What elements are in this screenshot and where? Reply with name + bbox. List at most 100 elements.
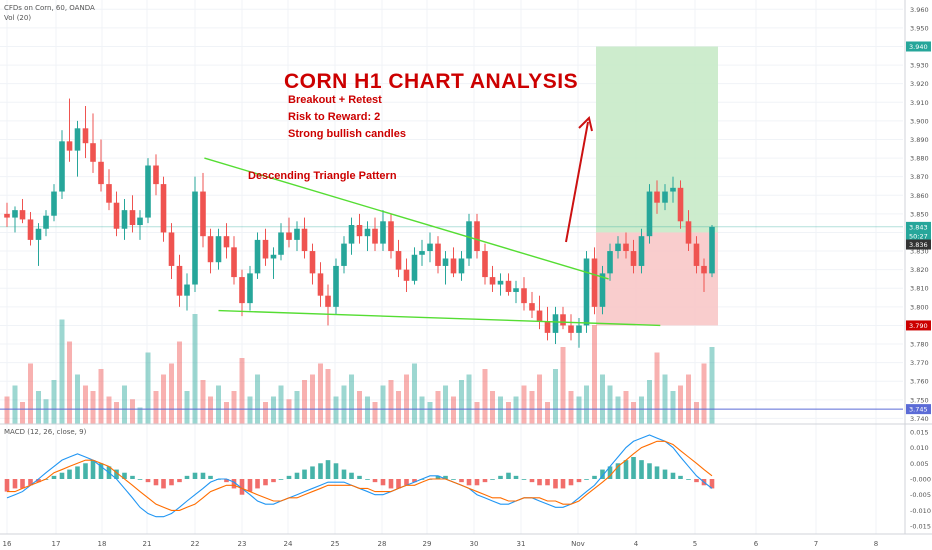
volume-bar — [701, 363, 707, 424]
price-tick-label: 3.960 — [910, 6, 929, 14]
candle-body — [536, 310, 543, 322]
candle-body — [223, 236, 230, 248]
candle-body — [4, 213, 10, 218]
price-tick-label: 3.880 — [910, 155, 929, 163]
time-tick-label: 28 — [378, 540, 387, 548]
macd-hist-bar — [506, 472, 511, 479]
volume-bar — [388, 380, 394, 424]
volume-bar — [75, 374, 80, 424]
candle-body — [591, 258, 598, 307]
volume-bar — [505, 402, 511, 424]
macd-hist-bar — [145, 479, 151, 483]
annotation-bullish-candles: Strong bullish candles — [288, 128, 406, 140]
candle-body — [137, 217, 143, 226]
volume-bar — [59, 319, 65, 424]
macd-hist-bar — [404, 479, 409, 486]
candle-body — [270, 254, 277, 259]
candle-body — [27, 219, 34, 240]
volume-bar — [294, 391, 300, 424]
macd-hist-bar — [553, 479, 558, 489]
time-tick-label: 6 — [754, 540, 759, 548]
macd-hist-bar — [388, 479, 394, 489]
time-tick-label: 18 — [98, 540, 107, 548]
volume-bar — [192, 314, 198, 424]
upper-trendline — [204, 157, 609, 280]
candle-body — [489, 277, 496, 285]
macd-hist-bar — [686, 479, 691, 480]
candle-body — [482, 251, 488, 278]
macd-hist-bar — [357, 475, 362, 479]
volume-bar — [208, 396, 214, 424]
candle-body — [638, 236, 645, 266]
volume-bar — [310, 374, 315, 424]
candle-body — [630, 251, 637, 266]
price-tick-label: 3.870 — [910, 173, 929, 181]
candle-body — [395, 251, 402, 270]
volume-bar — [200, 380, 206, 424]
macd-hist-bar — [98, 463, 104, 479]
volume-bar — [427, 402, 433, 424]
volume-bar — [255, 374, 261, 424]
symbol-header: CFDs on Corn, 60, OANDA — [4, 4, 95, 12]
macd-hist-bar — [286, 475, 292, 479]
volume-bar — [28, 363, 33, 424]
price-label-text: 3.843 — [909, 223, 928, 231]
signal-line — [7, 440, 713, 511]
candle-body — [106, 184, 112, 203]
macd-hist-bar — [709, 479, 715, 489]
candle-body — [43, 215, 49, 229]
macd-tick-label: 0.015 — [910, 428, 929, 436]
volume-bar — [341, 385, 347, 424]
volume-bar — [129, 399, 135, 424]
macd-hist-bar — [372, 479, 378, 483]
macd-hist-bar — [184, 475, 190, 479]
candle-body — [458, 258, 465, 274]
candle-body — [435, 243, 441, 266]
volume-bar — [231, 391, 237, 424]
volume-bar — [584, 385, 590, 424]
macd-hist-bar — [75, 466, 80, 479]
volume-bar — [513, 396, 519, 424]
candle-body — [474, 221, 480, 252]
candle-body — [709, 226, 715, 274]
macd-hist-bar — [568, 479, 574, 486]
time-tick-label: 29 — [423, 540, 432, 548]
macd-hist-bar — [365, 479, 370, 480]
macd-hist-bar — [670, 472, 676, 479]
price-label-box — [906, 239, 931, 250]
macd-hist-bar — [28, 479, 33, 486]
volume-bar — [333, 396, 339, 424]
macd-hist-bar — [137, 479, 143, 480]
macd-hist-bar — [396, 479, 401, 489]
candle-body — [247, 273, 253, 304]
candle-body — [497, 280, 504, 285]
macd-hist-bar — [474, 479, 480, 486]
macd-hist-bar — [662, 469, 668, 479]
macd-hist-bar — [255, 479, 260, 489]
candle-body — [294, 228, 300, 240]
candle-body — [317, 273, 324, 296]
macd-hist-bar — [177, 479, 182, 483]
volume-bar — [43, 399, 49, 424]
volume-bar — [435, 391, 441, 424]
volume-bar — [607, 385, 613, 424]
macd-hist-bar — [412, 479, 417, 483]
candle-body — [568, 325, 574, 333]
volume-bar — [592, 325, 597, 424]
candle-body — [262, 239, 269, 259]
macd-hist-bar — [639, 460, 644, 479]
price-tick-label: 3.850 — [910, 210, 929, 218]
time-tick-label: 24 — [284, 540, 293, 548]
macd-hist-bar — [576, 479, 582, 483]
volume-bar — [599, 374, 605, 424]
macd-hist-bar — [271, 479, 276, 483]
macd-hist-bar — [694, 479, 699, 483]
volume-bar — [678, 385, 684, 424]
candle-body — [309, 251, 316, 274]
macd-hist-bar — [153, 479, 159, 486]
macd-hist-bar — [341, 469, 347, 479]
candle-body — [19, 210, 26, 220]
candle-body — [693, 243, 700, 266]
time-tick-label: Nov — [571, 540, 585, 548]
